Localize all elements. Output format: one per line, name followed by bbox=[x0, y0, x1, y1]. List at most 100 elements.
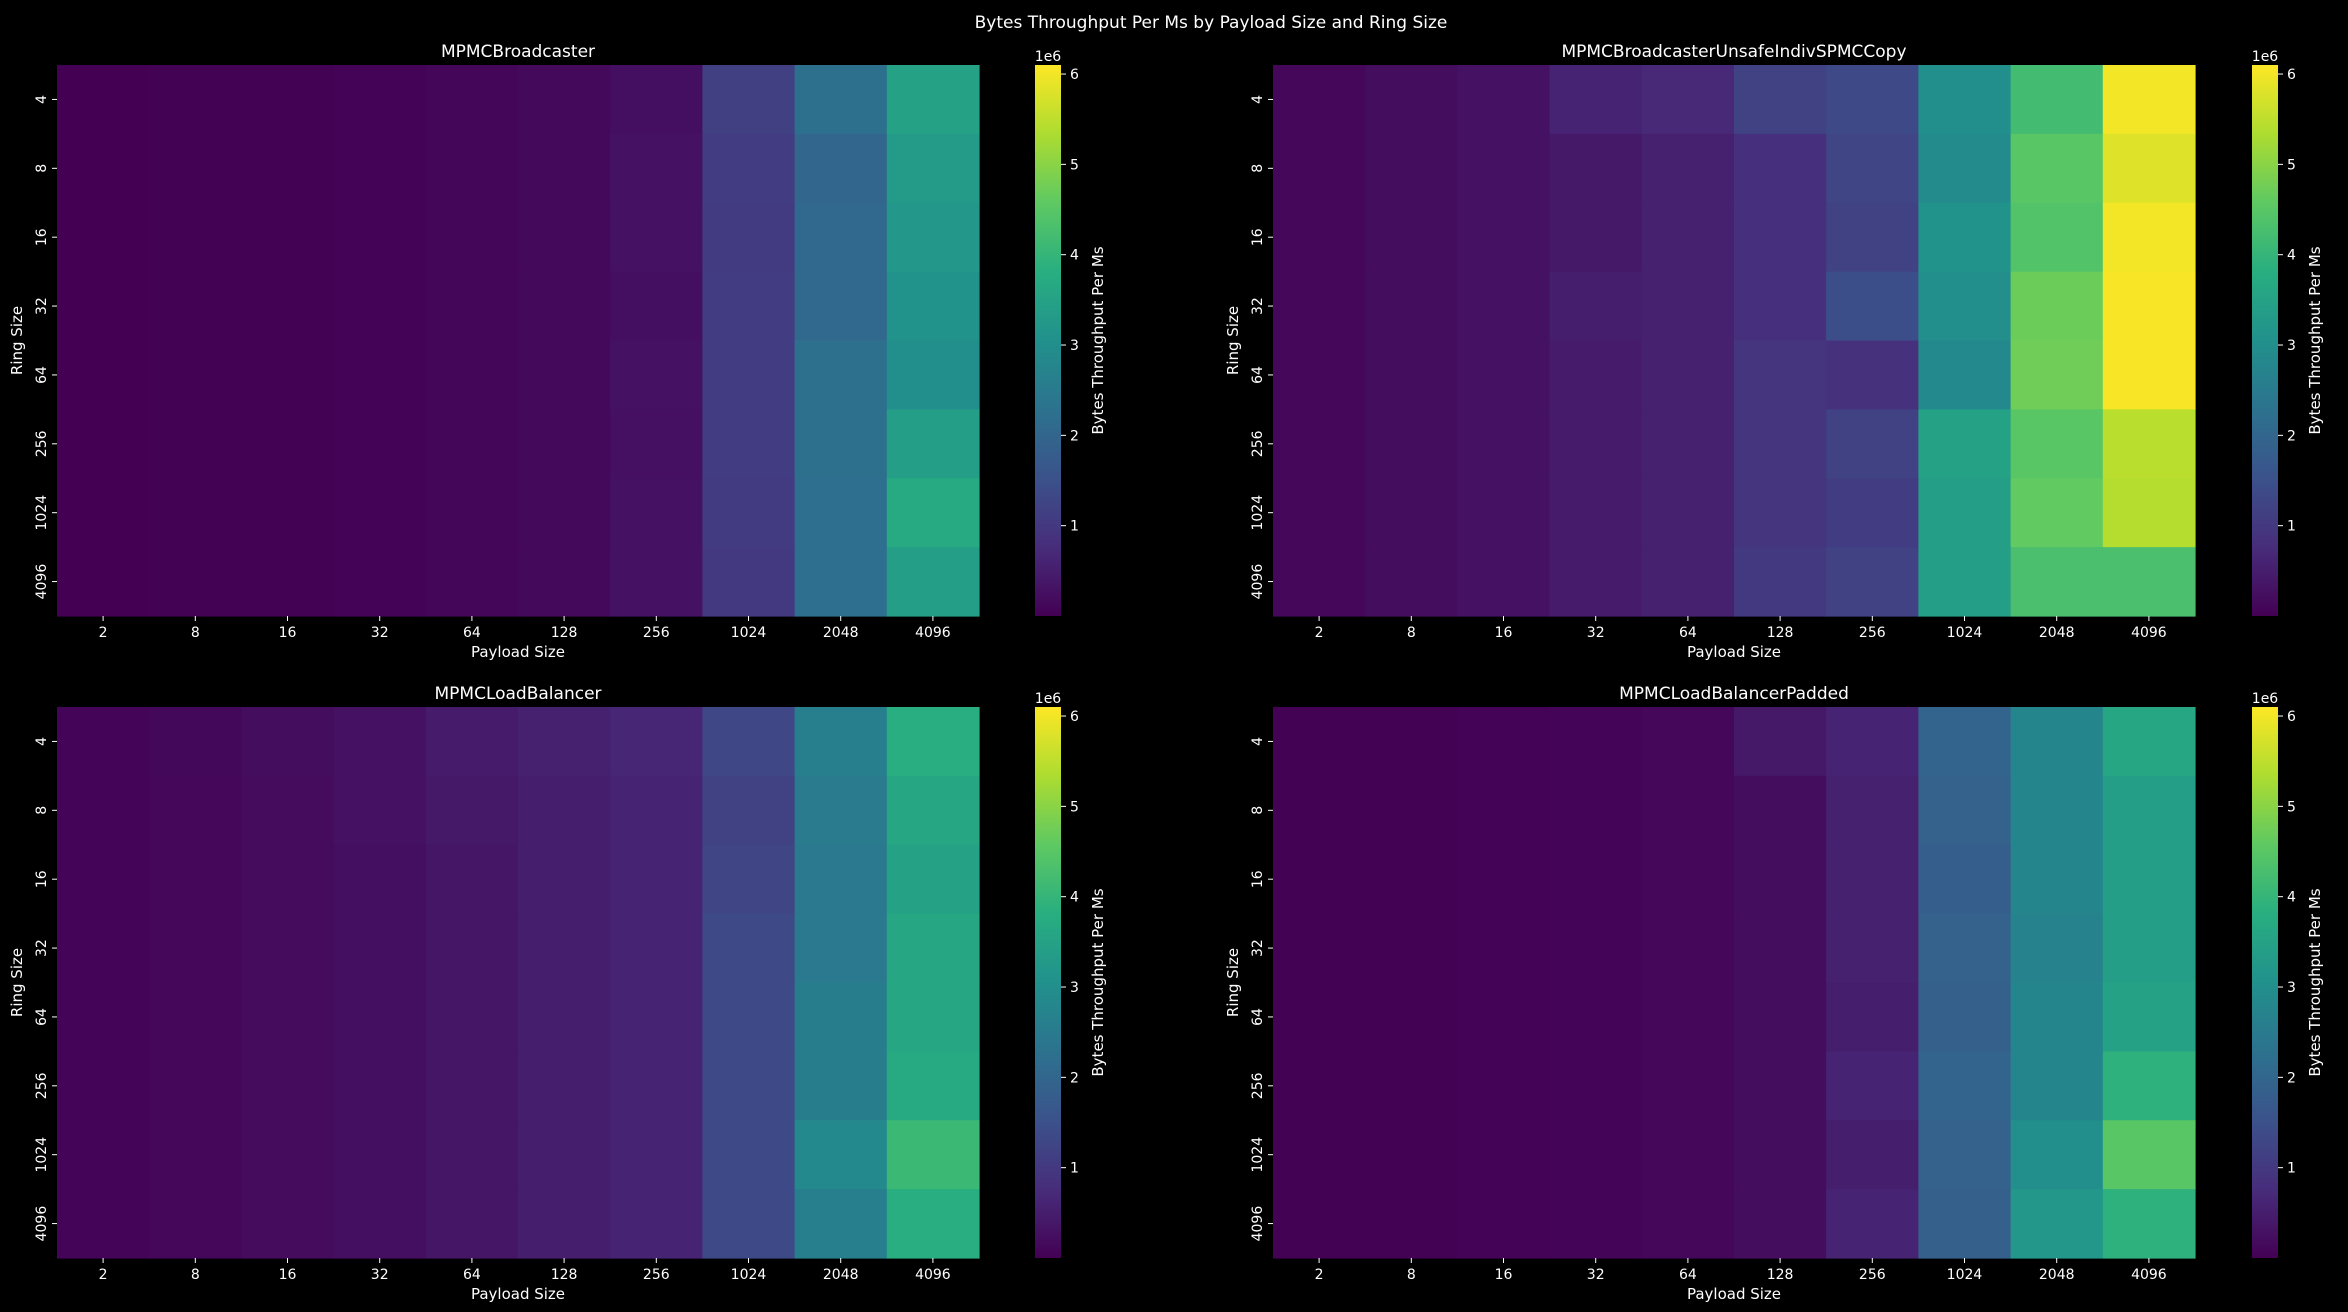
x-axis-label: Payload Size bbox=[471, 643, 565, 661]
heatmap-cell: 32 / 128: 0.5e6 bbox=[518, 913, 611, 984]
heatmap-cell: 1024 / 2048: 3e6 bbox=[2010, 1120, 2104, 1190]
colorbar bbox=[2252, 65, 2278, 616]
y-tick-label: 1024 bbox=[34, 1137, 50, 1173]
colorbar-label: Bytes Throughput Per Ms bbox=[1089, 888, 1107, 1076]
heatmap-cell: 4096 / 256: 0.6e6 bbox=[610, 1189, 703, 1259]
heatmap-cell: 16 / 2: 0.05e6 bbox=[57, 844, 150, 915]
heatmap-cell: 256 / 2: 0.05e6 bbox=[57, 1051, 150, 1121]
heatmap-cell: 16 / 2: 0.01e6 bbox=[1273, 844, 1366, 915]
x-tick-label: 2 bbox=[1315, 625, 1324, 641]
heatmap-cell: 16 / 64: 0.1e6 bbox=[1641, 844, 1735, 915]
x-tick-label: 2048 bbox=[823, 625, 859, 641]
heatmap-cell: 4 / 16: 0.3e6 bbox=[1457, 65, 1551, 135]
heatmap-cell: 256 / 4096: 5.45e6 bbox=[2102, 409, 2196, 479]
heatmap-cell: 1024 / 8: 0.02e6 bbox=[1365, 1120, 1458, 1190]
heatmap-cell: 1024 / 16: 0.18e6 bbox=[241, 1120, 335, 1190]
heatmap-cell: 32 / 16: 0.02e6 bbox=[241, 271, 335, 342]
heatmap-cell: 4096 / 4096: 3.8e6 bbox=[886, 1189, 980, 1259]
heatmap-cell: 32 / 4096: 6.05e6 bbox=[2102, 271, 2196, 342]
heatmap-cell: 4 / 32: 0.6e6 bbox=[1549, 65, 1643, 135]
heatmap-cell: 4 / 16: 0.2e6 bbox=[241, 707, 335, 777]
heatmap-cell: 4 / 1024: 1.15e6 bbox=[702, 65, 796, 135]
heatmap-cell: 32 / 2048: 2.05e6 bbox=[794, 271, 888, 342]
heatmap-cell: 1024 / 256: 0.6e6 bbox=[610, 1120, 703, 1190]
heatmap-cell: 4 / 2: 0.01e6 bbox=[1273, 707, 1366, 777]
x-tick-label: 2048 bbox=[823, 1267, 859, 1283]
heatmap-cell: 16 / 16: 0.02e6 bbox=[241, 202, 335, 273]
x-tick-label: 16 bbox=[1495, 1267, 1513, 1283]
heatmap-cell: 16 / 32: 0.4e6 bbox=[1549, 202, 1643, 273]
heatmap-cell: 32 / 64: 0.55e6 bbox=[1641, 271, 1735, 342]
heatmap-cell: 8 / 32: 0.4e6 bbox=[1549, 133, 1643, 204]
heatmap-cell: 32 / 256: 1.45e6 bbox=[1826, 271, 1919, 342]
x-tick-label: 128 bbox=[551, 625, 578, 641]
heatmap-cell: 1024 / 16: 0.3e6 bbox=[1457, 478, 1551, 548]
heatmap-cell: 4 / 8: 0.01e6 bbox=[149, 65, 242, 135]
heatmap-cell: 4 / 32: 0.04e6 bbox=[333, 65, 427, 135]
heatmap-cell: 1024 / 32: 0.25e6 bbox=[333, 1120, 427, 1190]
heatmap-cell: 64 / 128: 0.14e6 bbox=[518, 340, 611, 410]
y-tick-label: 4096 bbox=[1250, 564, 1266, 600]
heatmap-cell: 8 / 256: 0.3e6 bbox=[610, 133, 703, 204]
heatmap-cell: 64 / 64: 0.1e6 bbox=[1641, 982, 1735, 1052]
x-tick-label: 16 bbox=[279, 625, 297, 641]
heatmap-cell: 256 / 128: 0.13e6 bbox=[518, 409, 611, 479]
heatmap-cell: 4096 / 2: 0.01e6 bbox=[1273, 1189, 1366, 1259]
heatmap-cell: 4096 / 1024: 1e6 bbox=[702, 547, 796, 617]
x-tick-label: 128 bbox=[1767, 625, 1794, 641]
heatmap-cell: 8 / 64: 0.1e6 bbox=[1641, 775, 1735, 846]
heatmap-cell: 256 / 32: 0.45e6 bbox=[1549, 409, 1643, 479]
y-tick-label: 256 bbox=[34, 1072, 50, 1099]
heatmap-cell: 4096 / 32: 0.04e6 bbox=[333, 547, 427, 617]
heatmap-cell: 8 / 256: 1.25e6 bbox=[1826, 133, 1919, 204]
heatmap-cell: 32 / 32: 0.25e6 bbox=[333, 913, 427, 984]
colorbar-tick-label: 6 bbox=[1070, 67, 1079, 83]
heatmap-cell: 16 / 2048: 4.4e6 bbox=[2010, 202, 2104, 273]
heatmap-cell: 32 / 4096: 3.4e6 bbox=[2102, 913, 2196, 984]
heatmap-cell: 64 / 2048: 2.25e6 bbox=[794, 340, 888, 410]
y-tick-label: 8 bbox=[34, 164, 50, 173]
panel-title: MPMCBroadcasterUnsafeIndivSPMCCopy bbox=[1561, 42, 1906, 62]
heatmap-cell: 64 / 128: 0.9e6 bbox=[1734, 340, 1827, 410]
heatmap-cell: 256 / 32: 0.05e6 bbox=[1549, 1051, 1643, 1121]
heatmap-cell: 1024 / 32: 0.05e6 bbox=[1549, 1120, 1643, 1190]
heatmap-cell: 16 / 4096: 6e6 bbox=[2102, 202, 2196, 273]
heatmap-cell: 8 / 256: 0.6e6 bbox=[610, 775, 703, 846]
heatmap-cell: 64 / 2: 0.01e6 bbox=[1273, 982, 1366, 1052]
heatmap-cell: 4 / 4096: 3.6e6 bbox=[2102, 707, 2196, 777]
colorbar bbox=[1035, 707, 1061, 1258]
heatmap-cell: 1024 / 128: 0.9e6 bbox=[1734, 478, 1827, 548]
heatmap-cell: 4096 / 64: 0.55e6 bbox=[1641, 547, 1735, 617]
heatmap-cell: 32 / 32: 0.05e6 bbox=[1549, 913, 1643, 984]
heatmap-cell: 256 / 8: 0.02e6 bbox=[1365, 1051, 1458, 1121]
heatmap-cell: 4096 / 256: 1.2e6 bbox=[1826, 547, 1919, 617]
x-tick-label: 16 bbox=[1495, 625, 1513, 641]
y-tick-label: 8 bbox=[1250, 164, 1266, 173]
colorbar-label: Bytes Throughput Per Ms bbox=[1089, 246, 1107, 434]
heatmap-cell: 1024 / 1024: 1.05e6 bbox=[702, 478, 796, 548]
x-tick-label: 4096 bbox=[2131, 625, 2167, 641]
colorbar-tick-label: 6 bbox=[1070, 709, 1079, 725]
heatmap-cell: 64 / 4096: 3.5e6 bbox=[2102, 982, 2196, 1052]
heatmap-cell: 8 / 1024: 1.2e6 bbox=[702, 775, 796, 846]
heatmap-cell: 8 / 2048: 2e6 bbox=[794, 133, 888, 204]
x-tick-label: 32 bbox=[1587, 1267, 1605, 1283]
x-tick-label: 2048 bbox=[2039, 625, 2075, 641]
heatmap-cell: 16 / 64: 0.35e6 bbox=[425, 844, 519, 915]
heatmap-cell: 256 / 1024: 3.5e6 bbox=[1918, 409, 2012, 479]
heatmap-cell: 8 / 32: 0.3e6 bbox=[333, 775, 427, 846]
heatmap-cell: 32 / 16: 0.3e6 bbox=[1457, 271, 1551, 342]
colorbar-tick-label: 3 bbox=[2287, 980, 2296, 996]
heatmap-cell: 16 / 4096: 3.2e6 bbox=[886, 202, 980, 273]
heatmap-cell: 1024 / 2048: 2.85e6 bbox=[794, 1120, 888, 1190]
heatmap-cell: 16 / 2048: 2.45e6 bbox=[794, 844, 888, 915]
heatmap-cell: 4 / 8: 0.12e6 bbox=[149, 707, 242, 777]
heatmap-cell: 32 / 64: 0.08e6 bbox=[425, 271, 519, 342]
colorbar-tick-label: 2 bbox=[2287, 1070, 2296, 1086]
y-tick-label: 256 bbox=[1250, 1072, 1266, 1099]
x-tick-label: 32 bbox=[371, 625, 389, 641]
heatmap-cell: 256 / 16: 0.3e6 bbox=[1457, 409, 1551, 479]
heatmap-cell: 4096 / 4096: 3.9e6 bbox=[2102, 1189, 2196, 1259]
heatmap-cell: 32 / 32: 0.04e6 bbox=[333, 271, 427, 342]
heatmap-cell: 8 / 32: 0.05e6 bbox=[1549, 775, 1643, 846]
